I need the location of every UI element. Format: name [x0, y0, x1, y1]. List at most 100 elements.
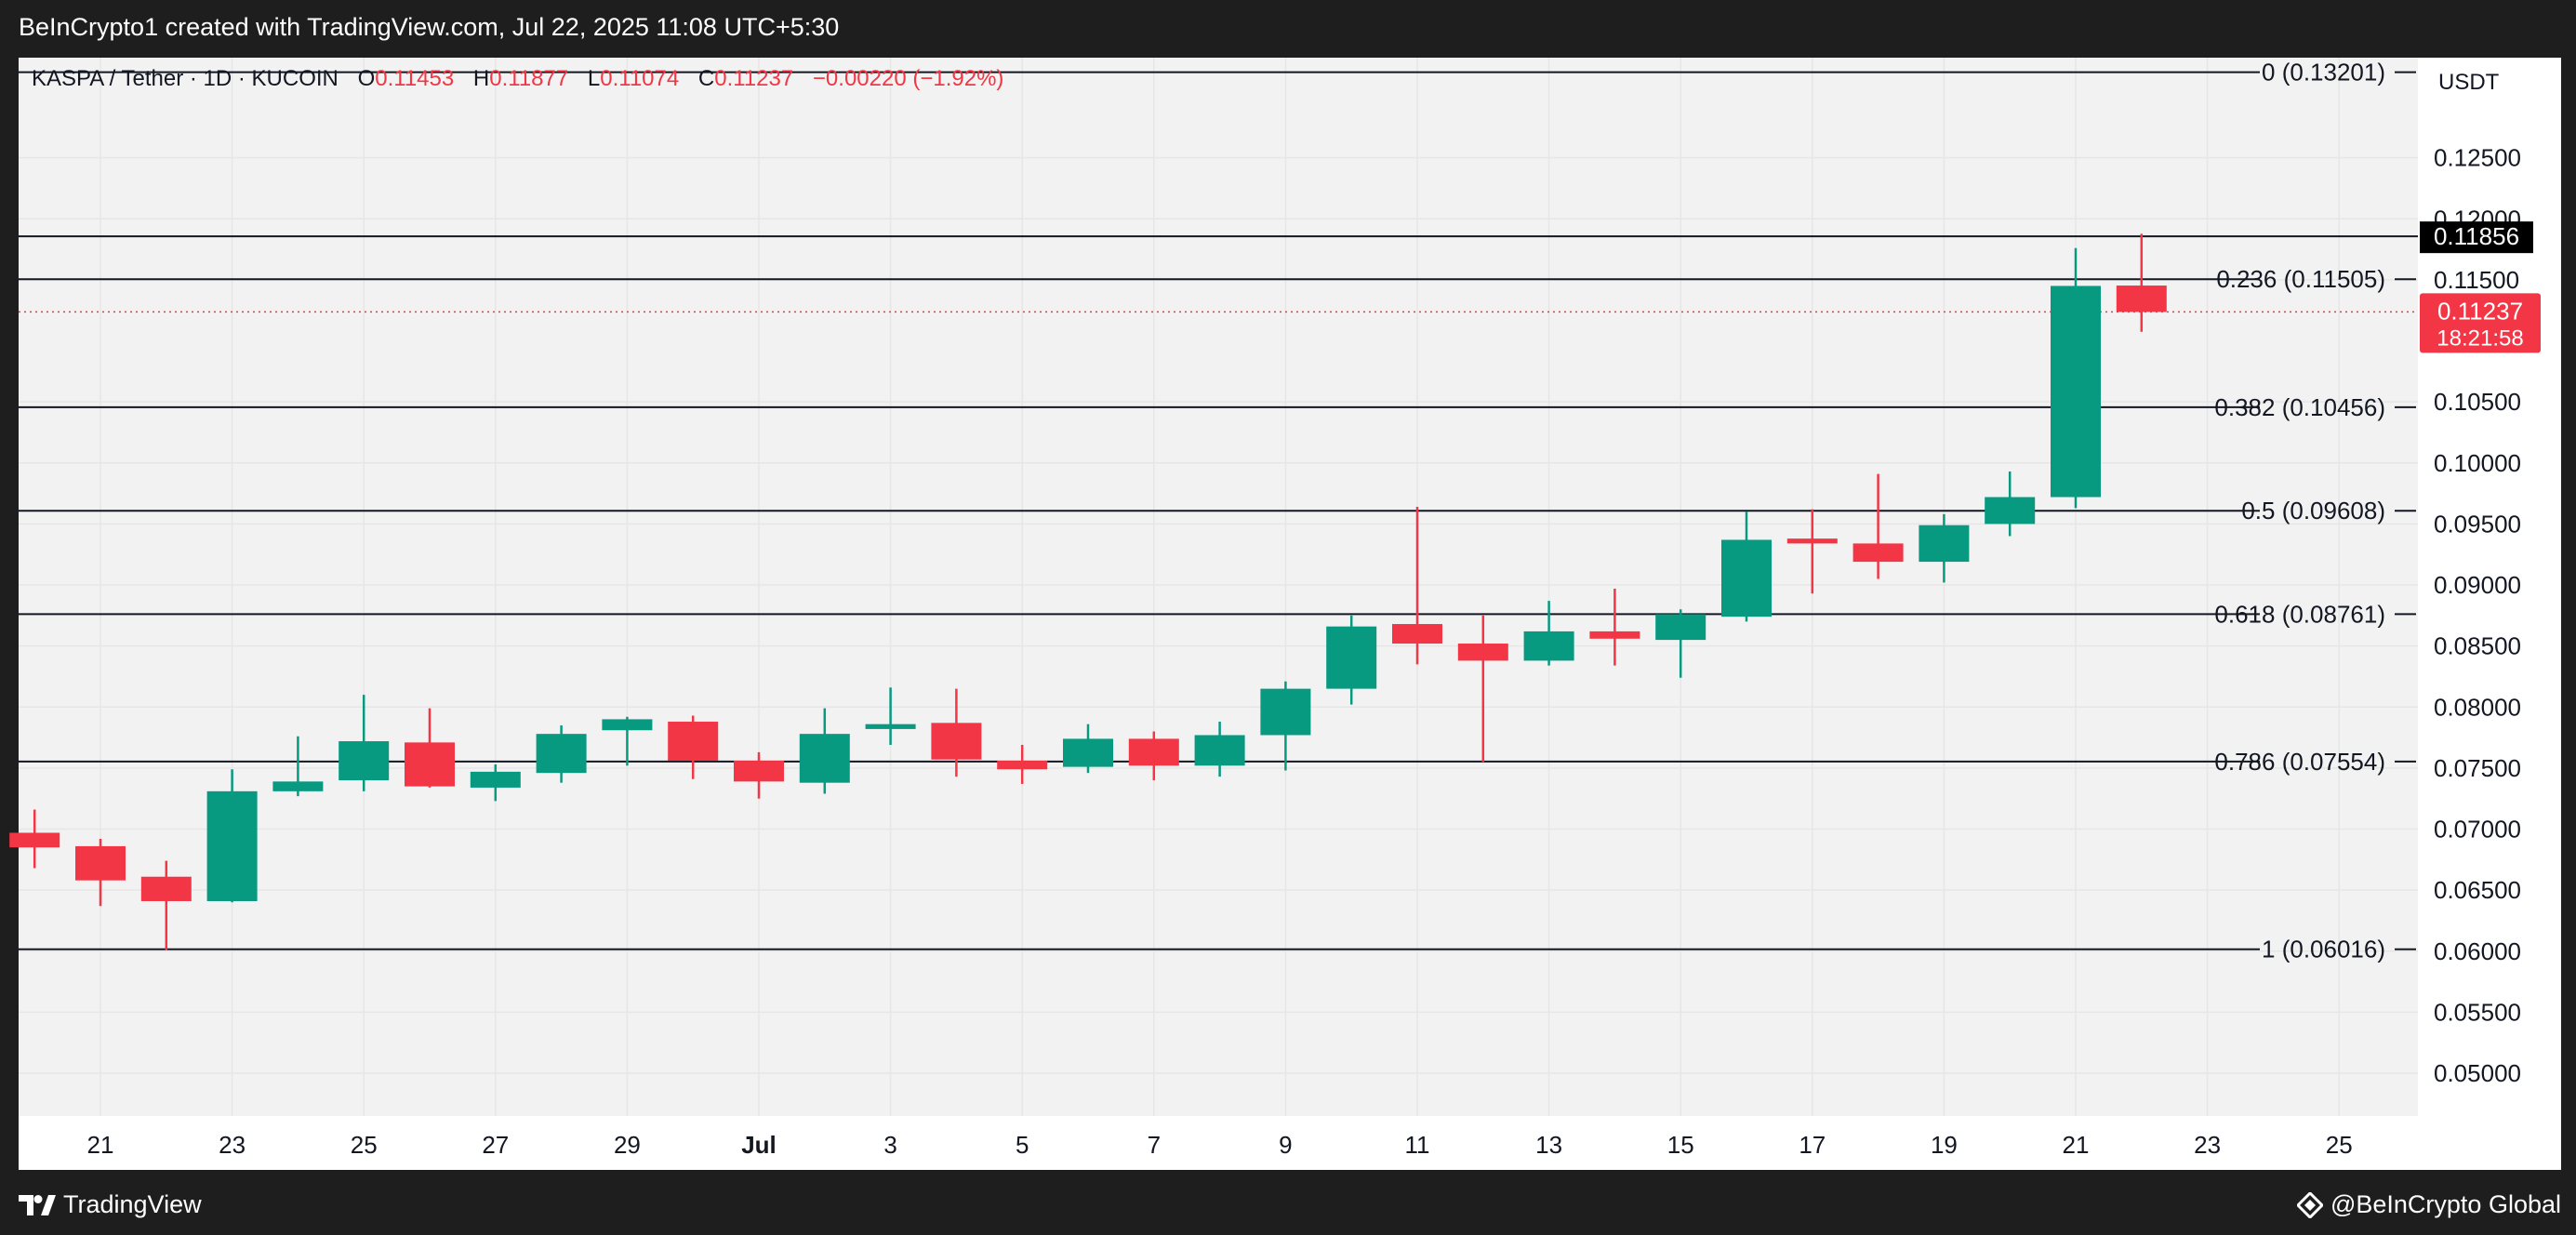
y-tick-label: 0.05500	[2434, 998, 2521, 1026]
candle	[2116, 233, 2167, 332]
candle-body	[1260, 688, 1311, 736]
candle	[1128, 731, 1179, 781]
x-tick-label: 17	[1799, 1131, 1826, 1159]
x-tick-label: 27	[482, 1131, 509, 1159]
candle-body	[602, 719, 653, 731]
fib-level-label: 0.5 (0.09608)	[2241, 497, 2385, 525]
candle	[2051, 247, 2101, 509]
open-value: 0.11453	[375, 66, 454, 91]
candle-body	[405, 742, 455, 787]
candle-body	[9, 832, 60, 848]
x-tick-label: 23	[219, 1131, 246, 1159]
time-axis[interactable]	[19, 1116, 2418, 1170]
candle	[1063, 724, 1113, 774]
candle	[1919, 513, 1970, 583]
candle-body	[536, 734, 587, 774]
vertical-grid	[100, 58, 2340, 1116]
candle-body	[206, 790, 258, 901]
candle	[1392, 507, 1442, 665]
candle	[206, 769, 258, 903]
tradingview-logo-icon	[19, 1194, 56, 1215]
footer-bar: TradingView @BeInCrypto Global	[0, 1170, 2576, 1235]
tradingview-brand[interactable]: TradingView	[19, 1190, 202, 1219]
y-tick-label: 0.07000	[2434, 816, 2521, 843]
x-tick-label: 29	[614, 1131, 641, 1159]
x-tick-label: 5	[1016, 1131, 1029, 1159]
candles	[9, 233, 2167, 950]
candle-body	[1457, 644, 1508, 661]
candle	[1523, 601, 1574, 666]
current-price-tag-text: 0.11237	[2437, 297, 2523, 325]
candle-body	[1655, 614, 1706, 641]
candle	[140, 860, 192, 950]
candle	[1326, 615, 1377, 705]
candle	[1194, 722, 1245, 777]
close-value: 0.11237	[714, 66, 793, 91]
candle-body	[865, 724, 916, 729]
fib-level-label: 0.618 (0.08761)	[2214, 600, 2385, 628]
horizontal-grid	[19, 156, 2418, 1074]
candle-body	[1786, 538, 1838, 544]
y-tick-label: 0.10000	[2434, 449, 2521, 477]
x-tick-label: 3	[883, 1131, 896, 1159]
fib-level-label: 0 (0.13201)	[2262, 59, 2385, 86]
candle-body	[1589, 631, 1640, 639]
x-tick-label: 9	[1279, 1131, 1292, 1159]
candle-body	[1392, 624, 1442, 644]
x-tick-label: 21	[87, 1131, 114, 1159]
candle-body	[997, 761, 1048, 770]
x-tick-label: 15	[1667, 1131, 1694, 1159]
time-axis-labels: 21 23 25 27 29 Jul 3 5 7 9 11 13 15 17 19 21 23 25	[19, 1116, 2418, 1170]
fib-level-label: 0.786 (0.07554)	[2214, 748, 2385, 776]
x-tick-label: Jul	[741, 1131, 777, 1159]
x-tick-label: 25	[2326, 1131, 2353, 1159]
beincrypto-brand: @BeInCrypto Global	[2296, 1190, 2561, 1219]
candle-body	[2051, 286, 2101, 498]
candle-body	[470, 771, 521, 788]
candle	[470, 764, 521, 802]
attribution-text: BeInCrypto1 created with TradingView.com…	[19, 13, 840, 41]
candle-body	[668, 722, 719, 762]
candle	[865, 687, 916, 745]
candlestick-chart[interactable]: 0 (0.13201) 0.236 (0.11505) 0.382 (0.10456…	[0, 0, 2576, 1170]
candle-body	[734, 761, 784, 782]
candle-body	[1523, 631, 1574, 661]
symbol-name: KASPA / Tether · 1D · KUCOIN	[32, 66, 339, 91]
close-label: C	[698, 66, 714, 91]
candle-body	[931, 723, 982, 760]
candle	[1260, 681, 1311, 771]
x-tick-label: 13	[1535, 1131, 1562, 1159]
open-label: O	[358, 66, 376, 91]
change-value: −0.00220 (−1.92%)	[813, 66, 1004, 91]
candle-body	[1919, 525, 1970, 563]
fib-level-label: 1 (0.06016)	[2262, 936, 2385, 963]
candle-body	[1128, 738, 1179, 766]
attribution-bar: BeInCrypto1 created with TradingView.com…	[0, 0, 2576, 58]
candle-body	[75, 845, 126, 881]
candle	[272, 736, 324, 797]
candle	[1457, 615, 1508, 763]
candle	[75, 839, 126, 907]
y-tick-label: 0.06000	[2434, 937, 2521, 965]
x-tick-label: 23	[2194, 1131, 2221, 1159]
y-tick-label: 0.09000	[2434, 571, 2521, 599]
fib-level-label: 0.236 (0.11505)	[2216, 265, 2385, 293]
candle-body	[1721, 539, 1772, 618]
price-axis-labels: 0.125000.120000.115000.105000.100000.095…	[2434, 144, 2521, 1087]
candle-body	[339, 741, 390, 781]
symbol-legend: KASPA / Tether · 1D · KUCOIN O0.11453 H0…	[32, 66, 1003, 91]
x-tick-label: 21	[2063, 1131, 2090, 1159]
current-price-tag	[2420, 293, 2541, 353]
candle	[536, 724, 587, 783]
x-tick-label: 19	[1931, 1131, 1958, 1159]
candle-body	[1063, 738, 1113, 767]
right-frame	[2561, 58, 2576, 1170]
resistance-price-tag-text: 0.11856	[2434, 222, 2519, 250]
tradingview-brand-text: TradingView	[63, 1190, 202, 1218]
y-tick-label: 0.11500	[2434, 266, 2519, 294]
candle	[1589, 588, 1640, 666]
candle-body	[272, 781, 324, 791]
y-tick-label: 0.05000	[2434, 1059, 2521, 1087]
x-tick-label: 25	[351, 1131, 378, 1159]
